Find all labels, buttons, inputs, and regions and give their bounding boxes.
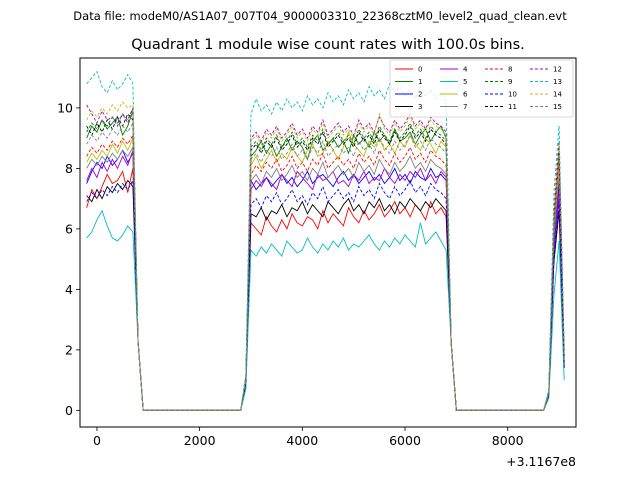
x-tick-label: 4000 bbox=[286, 433, 318, 448]
legend-label-1: 1 bbox=[418, 78, 422, 86]
x-tick-label: 0 bbox=[93, 433, 101, 448]
legend-label-10: 10 bbox=[508, 91, 517, 99]
legend-label-2: 2 bbox=[418, 91, 422, 99]
x-tick-label: 6000 bbox=[389, 433, 421, 448]
legend-label-6: 6 bbox=[463, 91, 468, 99]
legend-label-8: 8 bbox=[508, 66, 512, 74]
chart-title: Quadrant 1 module wise count rates with … bbox=[131, 37, 525, 53]
legend-label-15: 15 bbox=[553, 103, 562, 111]
legend-label-9: 9 bbox=[508, 78, 512, 86]
series-line-15 bbox=[86, 121, 565, 411]
legend-label-13: 13 bbox=[553, 78, 562, 86]
legend-label-7: 7 bbox=[463, 103, 467, 111]
y-tick-label: 4 bbox=[65, 282, 73, 297]
suptitle: Data file: modeM0/AS1A07_007T04_90000033… bbox=[73, 9, 567, 23]
legend-label-5: 5 bbox=[463, 78, 467, 86]
y-axis-ticks: 0 2 4 6 8 10 bbox=[57, 100, 80, 418]
legend-label-4: 4 bbox=[463, 66, 468, 74]
y-tick-label: 6 bbox=[65, 221, 73, 236]
plot-area-frame bbox=[79, 57, 577, 428]
x-axis-offset-label: +3.1167e8 bbox=[506, 454, 576, 469]
x-tick-label: 2000 bbox=[184, 433, 216, 448]
y-tick-label: 8 bbox=[65, 161, 73, 176]
legend-box bbox=[389, 59, 574, 118]
y-tick-label: 10 bbox=[57, 100, 73, 115]
legend-label-12: 12 bbox=[553, 66, 562, 74]
x-tick-label: 8000 bbox=[492, 433, 524, 448]
series-layer bbox=[86, 70, 565, 411]
legend-label-3: 3 bbox=[418, 103, 422, 111]
y-tick-label: 0 bbox=[65, 403, 73, 418]
x-axis-ticks: 0 2000 4000 6000 8000 bbox=[93, 427, 524, 448]
legend-label-11: 11 bbox=[508, 103, 517, 111]
legend-label-0: 0 bbox=[418, 66, 422, 74]
y-tick-label: 2 bbox=[65, 342, 73, 357]
legend-label-14: 14 bbox=[553, 91, 562, 99]
